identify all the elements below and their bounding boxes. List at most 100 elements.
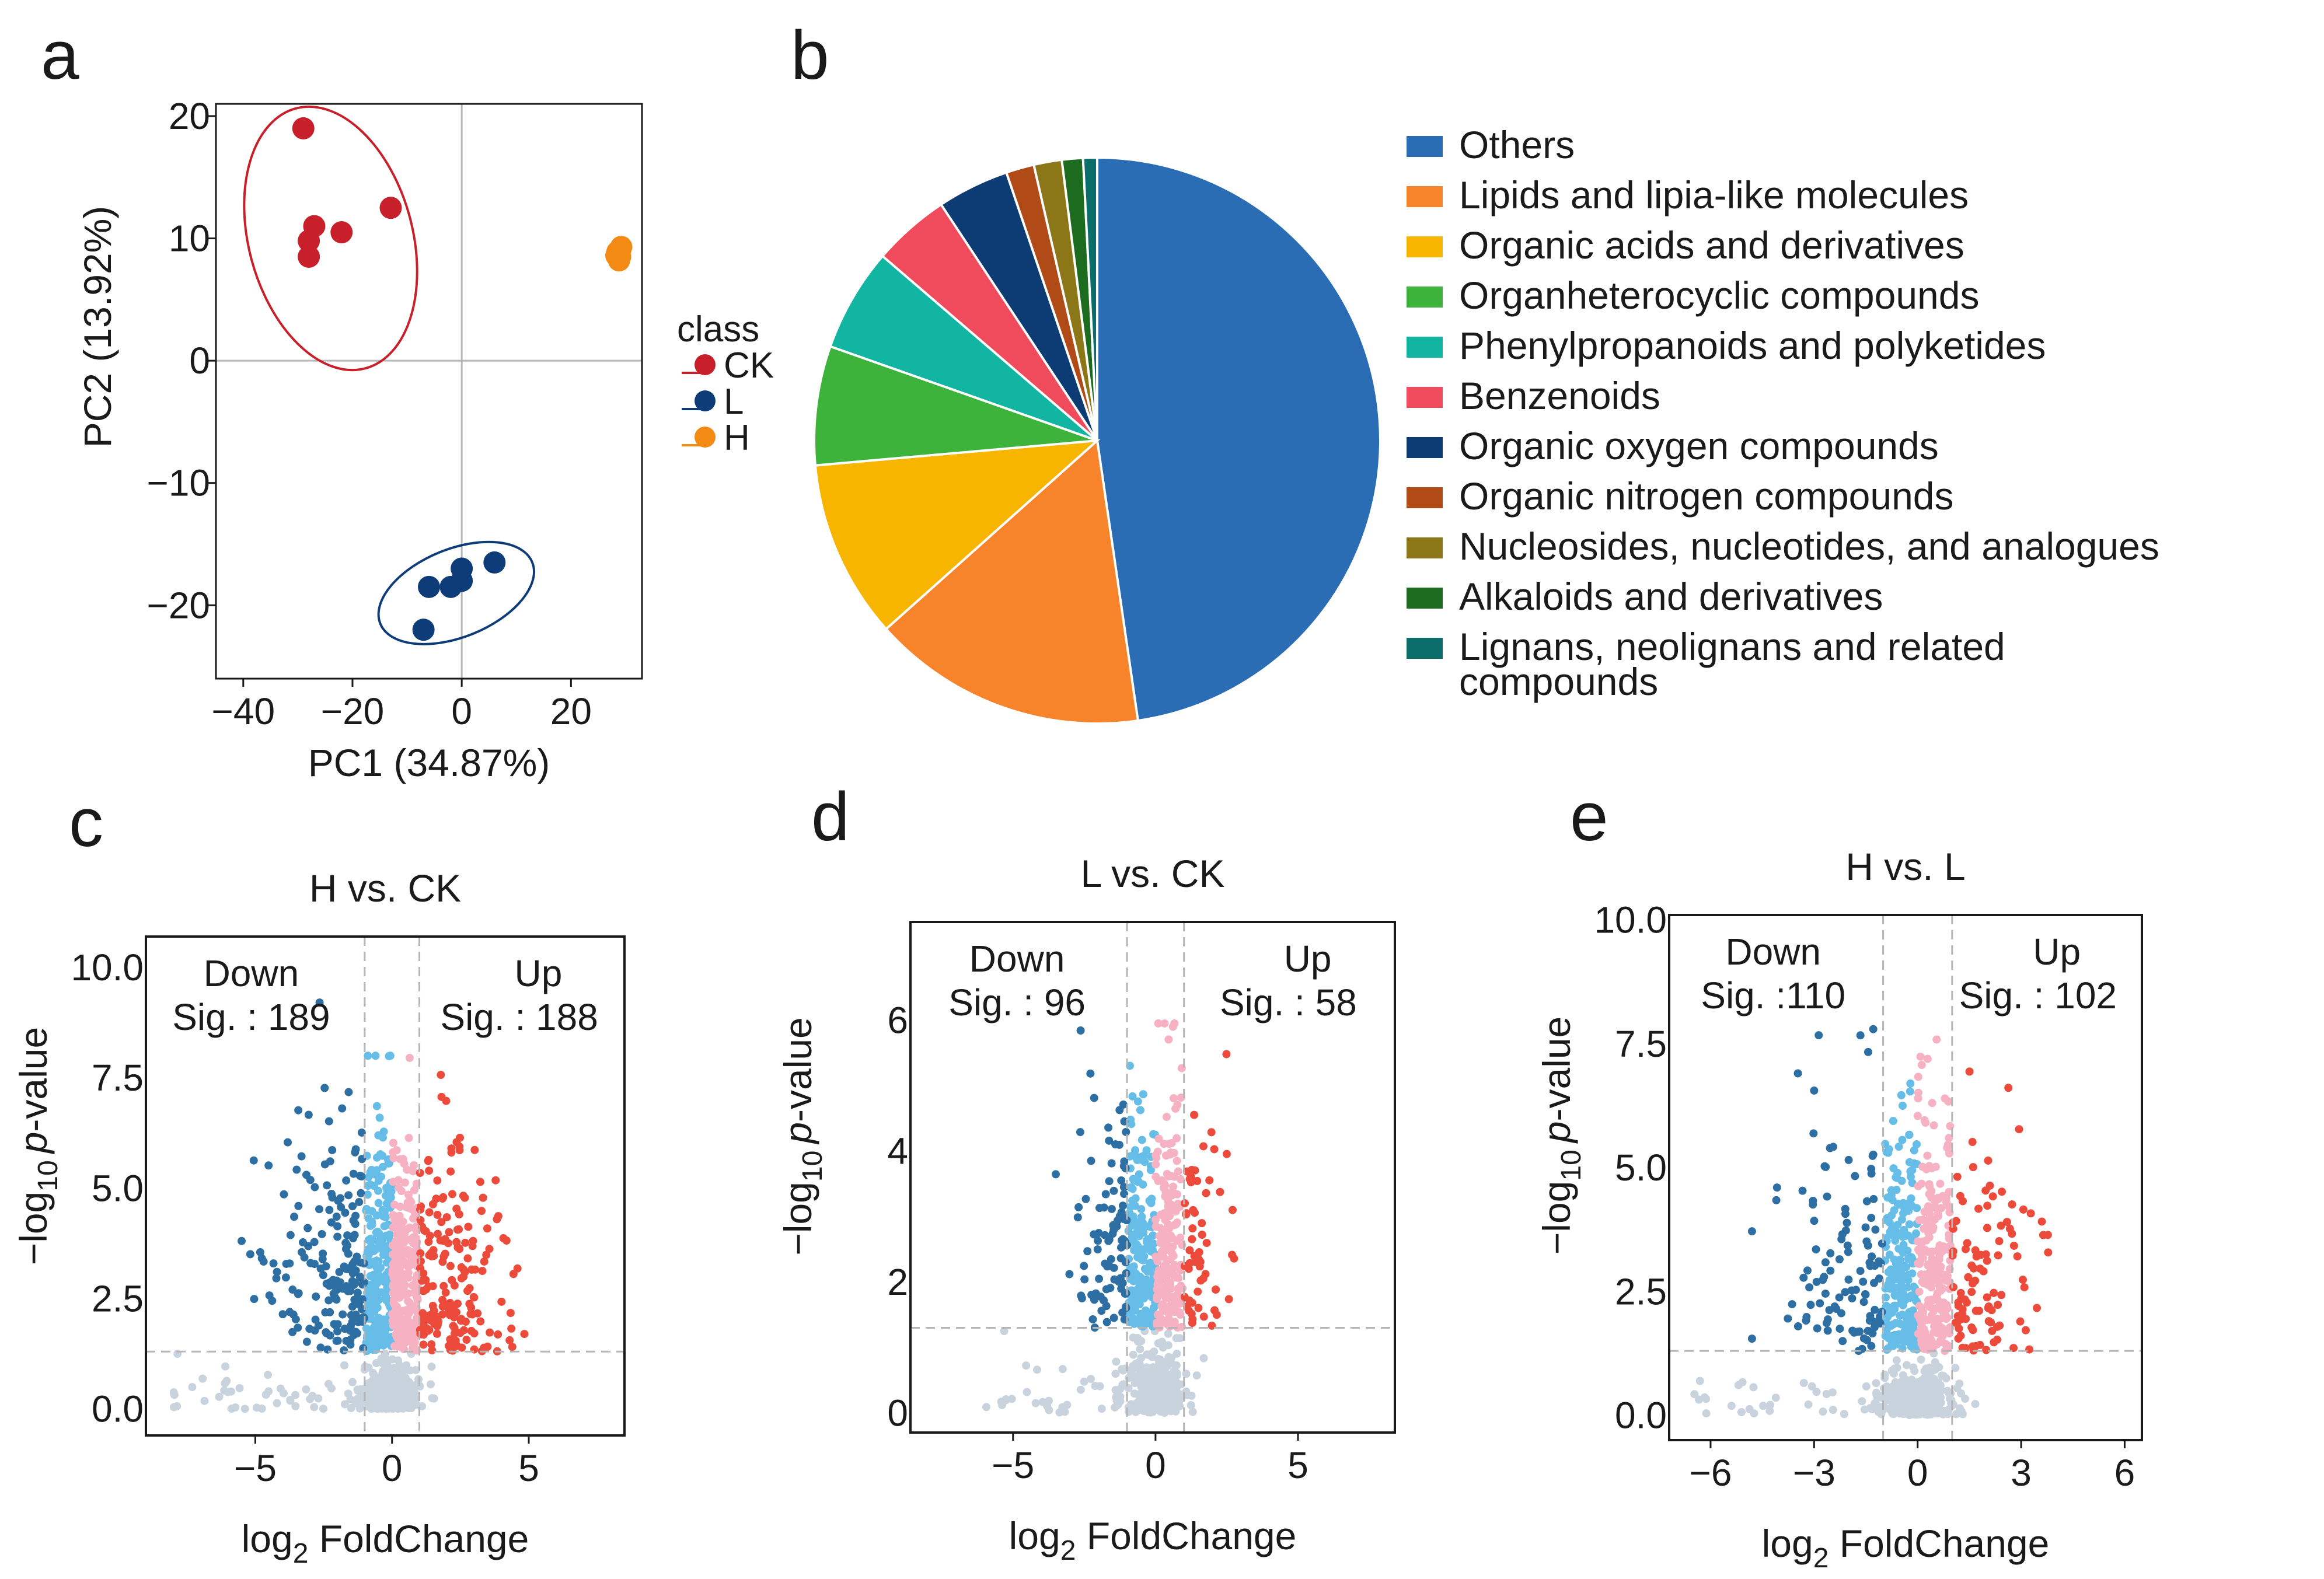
- volcano-point-ns: [1695, 1377, 1704, 1385]
- y-axis-title-sub: 10: [1556, 1150, 1587, 1180]
- volcano-point-light-up: [412, 1226, 421, 1235]
- volcano-point-light-down: [364, 1182, 372, 1190]
- volcano-point-ns: [319, 1405, 327, 1413]
- volcano-up-count: Sig. : 188: [440, 996, 598, 1038]
- volcano-point-ns: [1892, 1356, 1901, 1365]
- volcano-point-sig-up: [1188, 1235, 1196, 1243]
- volcano-title: L vs. CK: [1081, 852, 1225, 895]
- volcano-point-ns: [1887, 1367, 1896, 1375]
- volcano-point-sig-up: [1976, 1264, 1984, 1273]
- volcano-point-sig-up: [509, 1270, 518, 1278]
- volcano-point-light-up: [1941, 1340, 1950, 1349]
- volcano-point-light-up: [1929, 1328, 1938, 1337]
- volcano-point-light-down: [1888, 1274, 1897, 1283]
- volcano-point-ns: [1031, 1399, 1040, 1407]
- volcano-point-light-down: [1128, 1092, 1137, 1101]
- volcano-point-ns: [1935, 1388, 1944, 1397]
- volcano-point-sig-up: [1207, 1128, 1216, 1137]
- volcano-point-light-down: [374, 1199, 383, 1207]
- volcano-point-light-up: [1922, 1342, 1931, 1351]
- volcano-point-sig-up: [1953, 1172, 1962, 1181]
- volcano-point-sig-up: [445, 1228, 453, 1236]
- volcano-point-ns: [426, 1380, 435, 1389]
- volcano-point-light-up: [1942, 1271, 1951, 1280]
- volcano-point-sig-up: [439, 1252, 448, 1261]
- volcano-point-ns: [427, 1363, 436, 1371]
- volcano-point-sig-down: [294, 1290, 302, 1298]
- volcano-point-sig-down: [351, 1211, 360, 1220]
- volcano-point-light-down: [1894, 1259, 1903, 1268]
- volcano-point-sig-up: [455, 1225, 463, 1234]
- volcano-point-light-up: [1155, 1232, 1164, 1241]
- volcano-point-ns: [286, 1395, 295, 1404]
- volcano-point-sig-down: [1105, 1262, 1114, 1270]
- volcano-point-light-down: [1129, 1292, 1138, 1301]
- volcano-point-light-up: [1157, 1302, 1166, 1311]
- volcano-point-sig-down: [1747, 1227, 1756, 1236]
- volcano-point-light-up: [1925, 1182, 1934, 1190]
- volcano-point-sig-up: [1983, 1224, 1991, 1232]
- volcano-point-light-up: [411, 1278, 420, 1287]
- volcano-point-sig-up: [2018, 1276, 2027, 1284]
- pca-ellipses: [243, 105, 627, 645]
- volcano-point-sig-up: [1949, 1224, 1957, 1233]
- volcano-point-ns: [361, 1400, 369, 1409]
- volcano-point-sig-up: [455, 1143, 464, 1151]
- volcano-point-light-up: [394, 1176, 403, 1185]
- y-axis-title-p: p: [776, 1122, 819, 1145]
- volcano-point-light-up: [1164, 1197, 1173, 1206]
- volcano-point-sig-down: [304, 1242, 313, 1250]
- volcano-point-ns: [1840, 1410, 1848, 1419]
- volcano-point-light-down: [378, 1206, 387, 1214]
- panel-letter-e: e: [1570, 778, 1608, 855]
- volcano-point-sig-down: [1076, 1128, 1084, 1137]
- volcano-point-light-up: [408, 1328, 417, 1336]
- volcano-point-light-up: [1176, 1175, 1185, 1184]
- volcano-point-light-up: [1178, 1241, 1187, 1249]
- volcano-point-light-down: [1889, 1164, 1898, 1173]
- volcano-point-ns: [397, 1378, 406, 1387]
- volcano-point-ns: [1045, 1406, 1053, 1414]
- volcano-x-tick-label: 0: [382, 1447, 403, 1489]
- volcano-point-sig-down: [1088, 1315, 1097, 1323]
- pie-legend-label-0: Others: [1459, 123, 1575, 166]
- pie-legend-swatch-4: [1407, 337, 1443, 358]
- volcano-point-light-down: [1136, 1273, 1145, 1281]
- volcano-point-sig-down: [1819, 1276, 1827, 1284]
- volcano-point-sig-up: [424, 1238, 433, 1246]
- volcano-y-tick-label: 10.0: [71, 946, 144, 988]
- volcano-point-sig-down: [1122, 1127, 1130, 1136]
- pca-x-tick-label: −20: [321, 690, 385, 732]
- volcano-point-sig-down: [356, 1258, 365, 1267]
- volcano-point-sig-down: [1859, 1298, 1868, 1306]
- volcano-point-light-up: [389, 1282, 397, 1291]
- volcano-point-light-up: [1928, 1225, 1937, 1234]
- volcano-point-ns: [1173, 1349, 1181, 1358]
- volcano-point-light-up: [1170, 1148, 1178, 1157]
- volcano-y-tick-label: 5.0: [92, 1167, 144, 1209]
- volcano-point-light-down: [1910, 1146, 1918, 1155]
- volcano-point-sig-down: [1856, 1031, 1865, 1040]
- volcano-point-sig-down: [1106, 1284, 1115, 1292]
- volcano-point-ns: [1879, 1406, 1887, 1414]
- volcano-point-sig-up: [1188, 1224, 1197, 1233]
- volcano-point-sig-down: [1121, 1258, 1130, 1267]
- volcano-point-sig-down: [1747, 1335, 1756, 1343]
- volcano-point-sig-down: [1080, 1275, 1089, 1284]
- pca-x-ticks: −40 −20 0 20: [212, 679, 592, 732]
- volcano-point-light-up: [1922, 1218, 1931, 1227]
- pca-point-l-4: [483, 551, 506, 574]
- volcano-point-ns: [1164, 1353, 1173, 1361]
- pie-legend-swatch-2: [1407, 236, 1443, 257]
- pca-point-l-5: [412, 619, 435, 641]
- volcano-point-light-up: [389, 1138, 397, 1147]
- volcano-point-sig-down: [1841, 1204, 1850, 1213]
- volcano-point-sig-up: [421, 1276, 430, 1284]
- volcano-point-sig-down: [1091, 1289, 1100, 1298]
- volcano-point-light-down: [1913, 1140, 1921, 1148]
- volcano-point-light-up: [394, 1323, 403, 1332]
- volcano-point-light-down: [369, 1182, 378, 1190]
- pca-y-tick-label: −10: [146, 462, 210, 504]
- volcano-point-ns: [226, 1387, 235, 1396]
